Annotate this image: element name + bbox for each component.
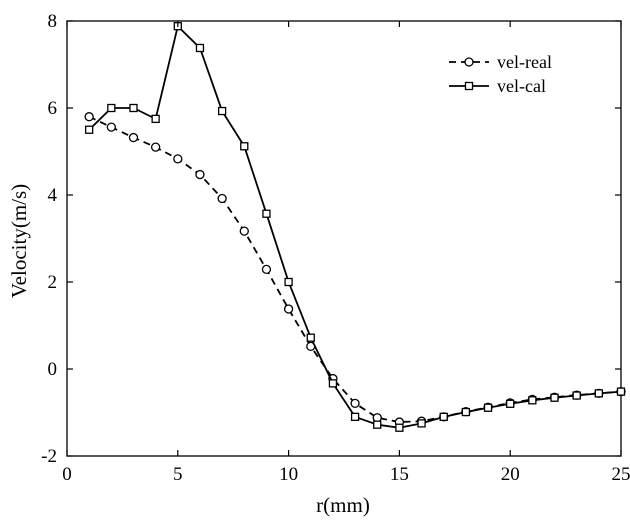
x-tick-label: 15 <box>390 464 409 485</box>
legend-entry-vel-real: vel-real <box>449 52 552 72</box>
data-point-vel-cal <box>507 400 514 407</box>
data-point-vel-cal <box>108 105 115 112</box>
data-point-vel-real <box>218 194 226 202</box>
data-point-vel-cal <box>196 44 203 51</box>
data-point-vel-cal <box>418 420 425 427</box>
y-tick-label: -2 <box>41 446 57 467</box>
y-tick-label: 6 <box>48 98 58 119</box>
data-point-vel-cal <box>485 404 492 411</box>
legend: vel-real vel-cal <box>449 52 552 96</box>
data-point-vel-cal <box>374 421 381 428</box>
data-point-vel-cal <box>329 380 336 387</box>
data-point-vel-real <box>107 123 115 131</box>
legend-label-vel-cal: vel-cal <box>497 76 546 96</box>
legend-marker-vel-real <box>465 58 473 66</box>
data-point-vel-cal <box>241 143 248 150</box>
x-tick-label: 5 <box>173 464 183 485</box>
y-tick-label: 2 <box>48 272 58 293</box>
series-vel-real <box>85 113 625 426</box>
x-axis-label: r(mm) <box>316 493 370 517</box>
data-point-vel-cal <box>396 424 403 431</box>
x-tick-label: 25 <box>612 464 630 485</box>
data-point-vel-real <box>285 305 293 313</box>
data-point-vel-real <box>152 143 160 151</box>
data-point-vel-cal <box>440 413 447 420</box>
x-tick-label: 10 <box>279 464 298 485</box>
data-point-vel-cal <box>352 413 359 420</box>
x-tick-label: 0 <box>62 464 72 485</box>
legend-label-vel-real: vel-real <box>497 52 552 72</box>
data-point-vel-real <box>85 113 93 121</box>
y-axis-label: Velocity(m/s) <box>7 184 31 298</box>
y-tick-label: 4 <box>48 185 58 206</box>
data-point-vel-cal <box>130 105 137 112</box>
legend-entry-vel-cal: vel-cal <box>449 76 546 96</box>
data-point-vel-cal <box>551 394 558 401</box>
data-point-vel-cal <box>462 409 469 416</box>
data-point-vel-cal <box>573 392 580 399</box>
data-point-vel-real <box>351 399 359 407</box>
data-point-vel-cal <box>285 279 292 286</box>
data-point-vel-real <box>262 265 270 273</box>
data-point-vel-real <box>196 171 204 179</box>
data-point-vel-real <box>129 134 137 142</box>
data-point-vel-cal <box>152 115 159 122</box>
data-point-vel-cal <box>307 334 314 341</box>
series-line-vel-real <box>89 117 621 422</box>
data-point-vel-cal <box>529 397 536 404</box>
y-tick-label: 8 <box>48 11 58 32</box>
y-tick-label: 0 <box>48 359 58 380</box>
x-tick-label: 20 <box>501 464 520 485</box>
data-point-vel-cal <box>595 390 602 397</box>
data-point-vel-cal <box>618 388 625 395</box>
data-point-vel-real <box>373 414 381 422</box>
data-point-vel-cal <box>263 210 270 217</box>
data-point-vel-cal <box>219 108 226 115</box>
legend-marker-vel-cal <box>466 83 473 90</box>
data-point-vel-real <box>174 155 182 163</box>
data-point-vel-cal <box>86 126 93 133</box>
data-point-vel-real <box>240 227 248 235</box>
